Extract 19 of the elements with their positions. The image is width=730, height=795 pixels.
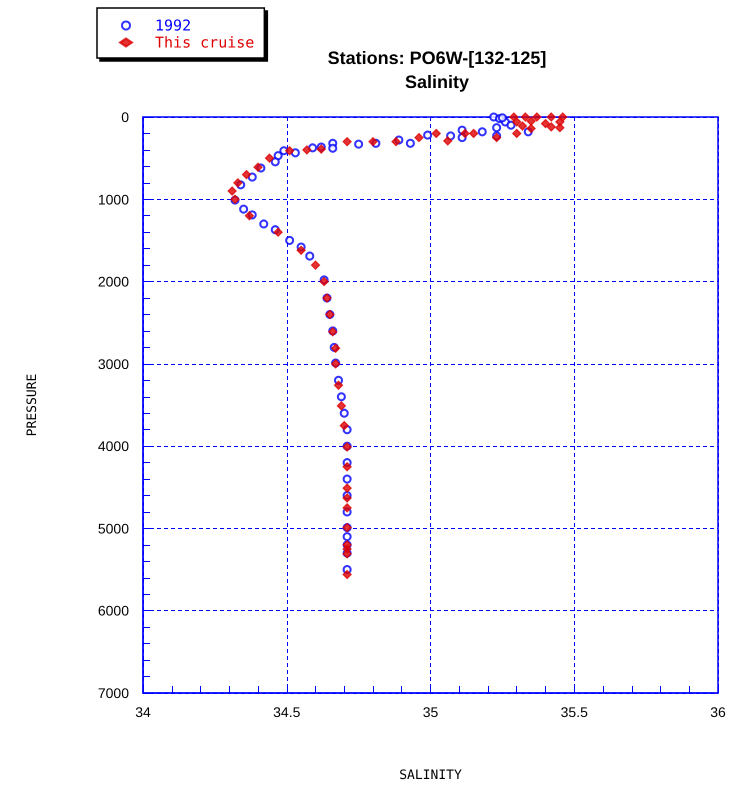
y-tick-label: 3000 [98, 356, 130, 372]
legend-label: 1992 [155, 16, 192, 34]
y-tick-label: 2000 [98, 274, 130, 290]
y-tick-label: 5000 [98, 520, 130, 536]
y-tick-label: 4000 [98, 438, 130, 454]
legend-label: This cruise [155, 34, 254, 52]
chart-subtitle: Salinity [404, 72, 470, 92]
x-axis-title: SALINITY [399, 768, 462, 783]
y-tick-label: 6000 [98, 602, 130, 619]
x-tick-label: 36 [710, 704, 726, 720]
y-tick-label: 7000 [98, 685, 130, 701]
x-tick-label: 34 [135, 704, 151, 720]
y-tick-label: 1000 [98, 191, 130, 208]
y-axis-title: PRESSURE [25, 374, 40, 436]
y-tick-label: 0 [121, 109, 130, 125]
x-tick-label: 35.5 [560, 704, 588, 720]
x-tick-label: 34.5 [273, 704, 301, 720]
chart-title: Stations: PO6W-[132-125] [328, 48, 546, 68]
x-tick-label: 35 [422, 704, 438, 720]
